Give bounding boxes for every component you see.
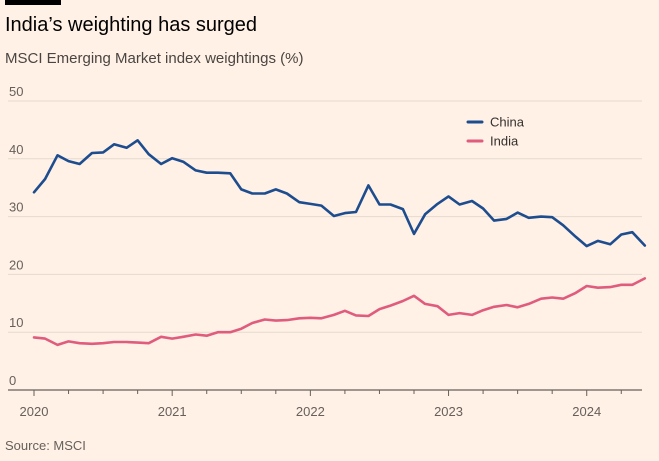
source-note: Source: MSCI xyxy=(5,438,86,453)
y-tick-label-30: 30 xyxy=(9,200,23,215)
legend-label-china: China xyxy=(490,115,525,130)
y-tick-label-10: 10 xyxy=(9,315,23,330)
x-tick-label-2024: 2024 xyxy=(572,404,601,419)
x-tick-label-2020: 2020 xyxy=(20,404,49,419)
chart-subtitle: MSCI Emerging Market index weightings (%… xyxy=(5,50,304,67)
y-tick-label-40: 40 xyxy=(9,142,23,157)
chart-title: India’s weighting has surged xyxy=(5,14,258,36)
axis-ticks: 0 10 20 30 40 50 2020 2021 2022 2023 2024 xyxy=(9,84,622,419)
y-tick-label-20: 20 xyxy=(9,257,23,272)
x-tick-label-2023: 2023 xyxy=(434,404,463,419)
brand-bar xyxy=(5,0,61,5)
legend-label-india: India xyxy=(490,134,519,149)
legend: China India xyxy=(466,115,525,149)
y-tick-label-0: 0 xyxy=(9,373,16,388)
x-tick-label-2022: 2022 xyxy=(296,404,325,419)
series-line-china xyxy=(32,139,647,248)
x-tick-label-2021: 2021 xyxy=(158,404,187,419)
gridlines xyxy=(8,100,642,391)
series-lines xyxy=(32,139,647,347)
y-tick-label-50: 50 xyxy=(9,84,23,99)
series-line-india xyxy=(32,277,647,347)
